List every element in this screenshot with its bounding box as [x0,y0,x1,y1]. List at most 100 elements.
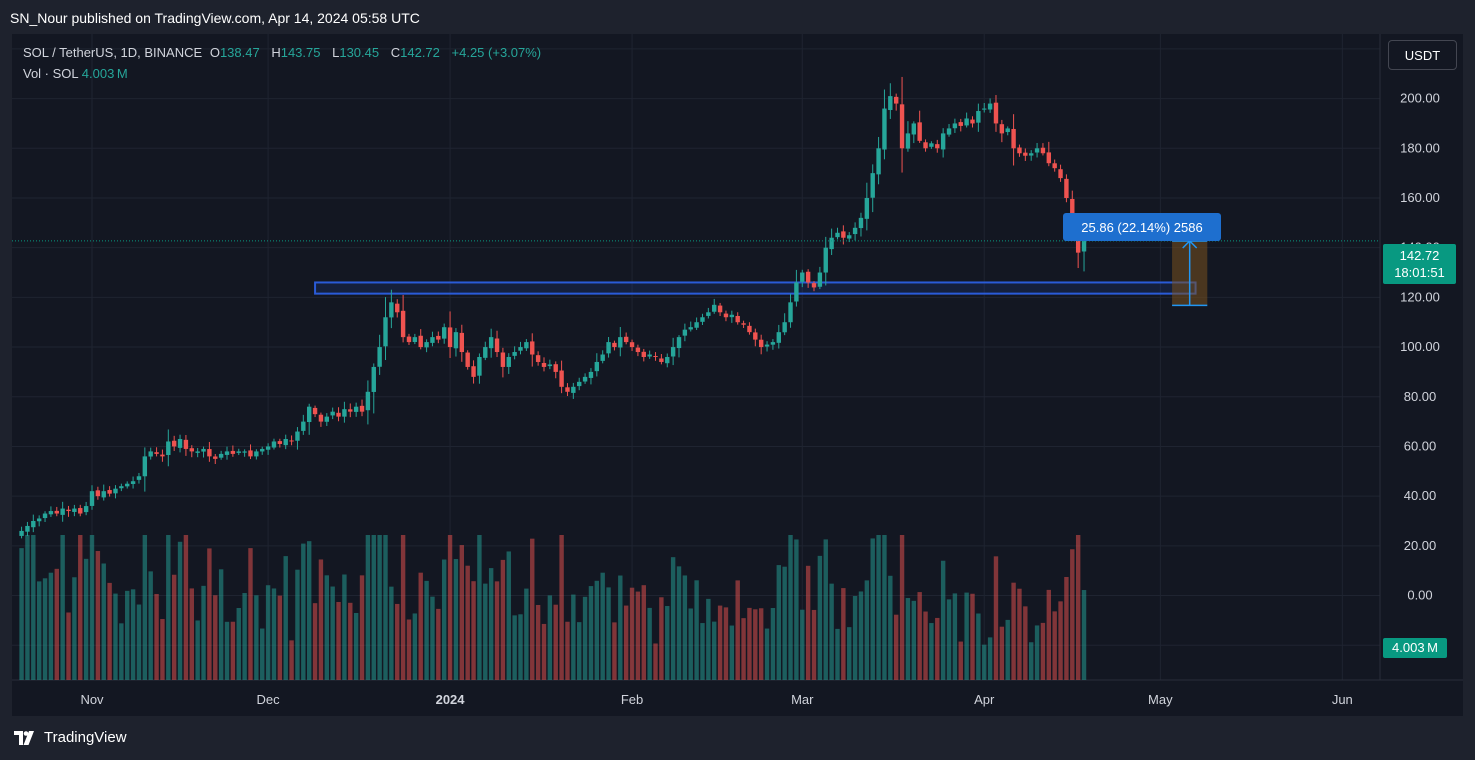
volume-bar [647,607,652,680]
volume-bar [36,581,42,680]
candle-body [1011,128,1016,149]
volume-bar [535,604,541,680]
candle-body [553,364,558,372]
volume-bar [1058,601,1063,680]
candle-body [447,327,453,348]
candle-body [1081,240,1087,252]
candle-body [289,440,294,442]
y-tick-label: 0.00 [1407,588,1432,603]
volume-bar [788,535,793,680]
volume-bar [377,535,382,680]
volume-bar [260,628,265,680]
volume-bar [1034,625,1040,680]
candle-body [629,342,635,348]
volume-bar [348,602,353,680]
tradingview-brand[interactable]: TradingView [14,729,127,746]
volume-bar [723,607,729,680]
candle-body [342,409,347,417]
candle-body [817,272,823,287]
candle-body [794,282,799,302]
candle-body [559,370,564,387]
y-tick-label: 200.00 [1400,91,1440,106]
volume-bar [442,559,447,680]
candle-body [870,173,875,198]
volume-bar [42,578,48,680]
support-zone-rectangle[interactable] [314,281,1197,295]
candle-body [218,453,224,458]
candle-body [119,486,124,489]
candle-body [406,336,412,343]
candle-body [676,337,682,349]
candle-body [723,313,729,318]
candle-body [42,513,48,519]
legend-symbol[interactable]: SOL / TetherUS, 1D, BINANCE [23,45,203,60]
volume-bar [54,568,59,680]
volume-bar [1046,589,1052,680]
volume-bar [782,566,787,680]
volume-bar [659,597,664,680]
volume-bar [1052,611,1057,680]
candle-body [318,414,324,422]
legend-close-value: 142.72 [400,45,440,60]
candle-body [999,124,1005,134]
volume-bar [923,611,928,680]
volume-bar [712,621,717,680]
y-tick-label: 60.00 [1404,438,1437,453]
candlestick-chart[interactable]: 220.00200.00180.00160.00140.00120.00100.… [12,34,1463,716]
candle-body [60,508,65,515]
volume-bar [318,559,324,680]
legend-low-value: 130.45 [339,45,380,60]
candle-body [747,325,752,333]
candle-body [823,247,828,273]
candle-body [911,123,916,135]
volume-bar [530,538,535,680]
currency-button[interactable]: USDT [1388,40,1457,70]
volume-bar [506,551,511,680]
candle-body [183,439,189,449]
volume-bar [248,548,253,680]
candle-body [758,339,764,348]
volume-bar [19,548,24,680]
volume-bar [964,592,969,680]
volume-bar [359,575,365,680]
legend-open-value: 138.47 [219,45,260,60]
volume-bar [753,609,758,680]
volume-bar [629,587,635,680]
volume-bar [301,543,306,680]
candle-body [893,96,899,104]
volume-bar [1070,549,1075,680]
volume-bar [559,535,564,680]
legend-high-value: 143.75 [280,45,321,60]
volume-bar [459,545,465,680]
candle-body [442,327,447,339]
candle-body [982,108,987,110]
volume-bar [465,565,470,680]
volume-bar [189,588,194,680]
volume-bar [430,596,435,680]
volume-bar [741,618,746,680]
volume-bar [101,563,106,680]
candle-body [665,357,670,364]
volume-bar [447,535,453,680]
volume-legend-label[interactable]: Vol · SOL [23,66,79,81]
volume-bar [424,580,429,680]
volume-bar [1081,590,1087,680]
volume-bar [130,589,136,680]
candle-body [359,405,365,412]
volume-bar [735,580,740,680]
x-tick-label: Mar [791,692,814,707]
candle-body [336,412,341,417]
candle-body [389,302,394,318]
volume-bar [113,593,118,680]
candle-body [946,128,952,135]
chart-frame[interactable]: 220.00200.00180.00160.00140.00120.00100.… [12,34,1463,716]
volume-bar [823,539,828,680]
volume-bar [841,588,846,680]
candle-body [964,118,969,126]
volume-bar [618,575,623,680]
candle-body [36,518,42,522]
candle-body [365,391,371,411]
volume-bar [48,572,54,680]
volume-bar [641,585,646,680]
y-tick-label: 80.00 [1404,389,1437,404]
